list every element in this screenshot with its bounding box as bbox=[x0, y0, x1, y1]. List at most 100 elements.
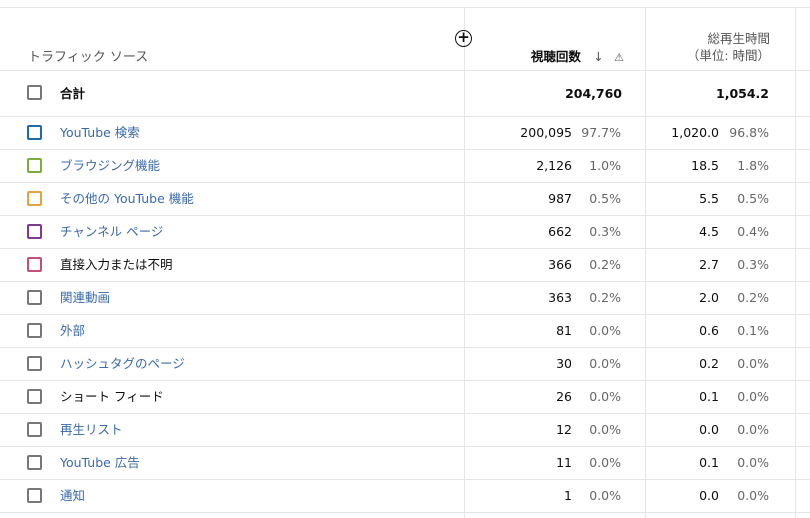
watch-time-value: 0.1 bbox=[699, 455, 719, 470]
views-value: 200,095 bbox=[520, 125, 572, 140]
table-row: その他の YouTube 機能 987 0.5% 5.5 0.5% bbox=[0, 183, 810, 216]
checkbox[interactable] bbox=[27, 257, 42, 272]
table-row: 直接入力または不明 366 0.2% 2.7 0.3% bbox=[0, 249, 810, 282]
table-row: ショート フィード 26 0.0% 0.1 0.0% bbox=[0, 381, 810, 414]
table-row: 関連動画 363 0.2% 2.0 0.2% bbox=[0, 282, 810, 315]
watch-time-percent: 0.3% bbox=[737, 257, 769, 272]
total-watch-time: 1,054.2 bbox=[716, 86, 769, 101]
views-percent: 0.0% bbox=[589, 356, 621, 371]
checkbox[interactable] bbox=[27, 85, 42, 100]
watch-time-percent: 0.2% bbox=[737, 290, 769, 305]
watch-time-percent: 96.8% bbox=[729, 125, 769, 140]
views-percent: 0.0% bbox=[589, 323, 621, 338]
checkbox[interactable] bbox=[27, 125, 42, 140]
views-percent: 0.2% bbox=[589, 257, 621, 272]
views-percent: 0.0% bbox=[589, 455, 621, 470]
watch-time-percent: 1.8% bbox=[737, 158, 769, 173]
source-label[interactable]: ブラウジング機能 bbox=[60, 158, 161, 173]
column-divider bbox=[645, 7, 646, 518]
watch-time-value: 4.5 bbox=[699, 224, 719, 239]
watch-time-value: 2.7 bbox=[699, 257, 719, 272]
table-row: YouTube 検索 200,095 97.7% 1,020.0 96.8% bbox=[0, 117, 810, 150]
checkbox[interactable] bbox=[27, 488, 42, 503]
watch-time-percent: 0.0% bbox=[737, 488, 769, 503]
warning-icon[interactable]: ⚠ bbox=[614, 51, 624, 64]
source-label: 直接入力または不明 bbox=[60, 257, 173, 272]
total-row: 合計 204,760 1,054.2 bbox=[0, 71, 810, 117]
views-percent: 0.2% bbox=[589, 290, 621, 305]
table-row: ブラウジング機能 2,126 1.0% 18.5 1.8% bbox=[0, 150, 810, 183]
views-value: 1 bbox=[564, 488, 572, 503]
checkbox[interactable] bbox=[27, 356, 42, 371]
watch-time-percent: 0.0% bbox=[737, 356, 769, 371]
views-value: 662 bbox=[548, 224, 572, 239]
table-row: ハッシュタグのページ 30 0.0% 0.2 0.0% bbox=[0, 348, 810, 381]
total-label: 合計 bbox=[60, 86, 86, 101]
views-value: 987 bbox=[548, 191, 572, 206]
views-percent: 1.0% bbox=[589, 158, 621, 173]
checkbox[interactable] bbox=[27, 323, 42, 338]
watch-time-percent: 0.4% bbox=[737, 224, 769, 239]
watch-time-value: 0.0 bbox=[699, 422, 719, 437]
watch-time-percent: 0.0% bbox=[737, 455, 769, 470]
source-label[interactable]: 再生リスト bbox=[60, 422, 123, 437]
watch-time-value: 0.1 bbox=[699, 389, 719, 404]
views-value: 26 bbox=[556, 389, 572, 404]
views-value: 363 bbox=[548, 290, 572, 305]
table-row: 外部 81 0.0% 0.6 0.1% bbox=[0, 315, 810, 348]
views-value: 30 bbox=[556, 356, 572, 371]
divider bbox=[0, 7, 810, 8]
header-watch-time[interactable]: 総再生時間 （単位: 時間） bbox=[687, 30, 770, 64]
views-value: 12 bbox=[556, 422, 572, 437]
views-value: 2,126 bbox=[536, 158, 572, 173]
source-label: ショート フィード bbox=[60, 389, 164, 404]
watch-time-value: 0.6 bbox=[699, 323, 719, 338]
checkbox[interactable] bbox=[27, 455, 42, 470]
source-label[interactable]: YouTube 検索 bbox=[60, 125, 140, 140]
arrow-down-icon: ↓ bbox=[593, 49, 604, 64]
source-label[interactable]: 外部 bbox=[60, 323, 86, 338]
views-value: 11 bbox=[556, 455, 572, 470]
source-label[interactable]: その他の YouTube 機能 bbox=[60, 191, 194, 206]
checkbox[interactable] bbox=[27, 422, 42, 437]
watch-label-1: 総再生時間 bbox=[707, 31, 770, 46]
source-label[interactable]: 通知 bbox=[60, 488, 86, 503]
source-label[interactable]: YouTube 広告 bbox=[60, 455, 140, 470]
source-label[interactable]: チャンネル ページ bbox=[60, 224, 164, 239]
views-percent: 0.5% bbox=[589, 191, 621, 206]
table-row: 再生リスト 12 0.0% 0.0 0.0% bbox=[0, 414, 810, 447]
watch-time-percent: 0.0% bbox=[737, 422, 769, 437]
table-row: 通知 1 0.0% 0.0 0.0% bbox=[0, 480, 810, 513]
table-header: トラフィック ソース + 視聴回数 ↓ ⚠ 総再生時間 （単位: 時間） bbox=[0, 8, 810, 71]
column-divider bbox=[464, 7, 465, 518]
watch-time-percent: 0.1% bbox=[737, 323, 769, 338]
watch-time-value: 5.5 bbox=[699, 191, 719, 206]
header-traffic-source: トラフィック ソース bbox=[28, 50, 149, 65]
checkbox[interactable] bbox=[27, 389, 42, 404]
checkbox[interactable] bbox=[27, 290, 42, 305]
column-divider bbox=[795, 7, 796, 518]
add-column-button[interactable]: + bbox=[455, 30, 472, 47]
watch-label-2: （単位: 時間） bbox=[686, 48, 770, 63]
table-row: YouTube 広告 11 0.0% 0.1 0.0% bbox=[0, 447, 810, 480]
watch-time-percent: 0.5% bbox=[737, 191, 769, 206]
total-views: 204,760 bbox=[565, 86, 622, 101]
source-label[interactable]: ハッシュタグのページ bbox=[60, 356, 185, 371]
views-percent: 0.0% bbox=[589, 488, 621, 503]
views-percent: 0.0% bbox=[589, 389, 621, 404]
views-label: 視聴回数 bbox=[530, 49, 581, 64]
header-views[interactable]: 視聴回数 ↓ ⚠ bbox=[531, 46, 624, 65]
views-value: 366 bbox=[548, 257, 572, 272]
watch-time-percent: 0.0% bbox=[737, 389, 769, 404]
views-value: 81 bbox=[556, 323, 572, 338]
watch-time-value: 0.2 bbox=[699, 356, 719, 371]
checkbox[interactable] bbox=[27, 191, 42, 206]
views-percent: 97.7% bbox=[581, 125, 621, 140]
source-label[interactable]: 関連動画 bbox=[60, 290, 111, 305]
watch-time-value: 1,020.0 bbox=[671, 125, 719, 140]
views-percent: 0.0% bbox=[589, 422, 621, 437]
checkbox[interactable] bbox=[27, 224, 42, 239]
watch-time-value: 0.0 bbox=[699, 488, 719, 503]
watch-time-value: 18.5 bbox=[691, 158, 719, 173]
checkbox[interactable] bbox=[27, 158, 42, 173]
